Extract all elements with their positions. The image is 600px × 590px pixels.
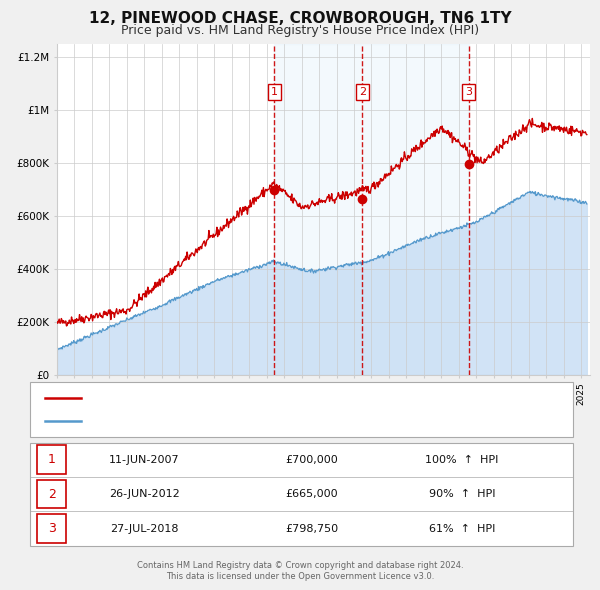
Text: £798,750: £798,750 <box>286 523 338 533</box>
Text: 11-JUN-2007: 11-JUN-2007 <box>109 455 179 465</box>
Text: 2: 2 <box>359 87 366 97</box>
Text: 12, PINEWOOD CHASE, CROWBOROUGH, TN6 1TY: 12, PINEWOOD CHASE, CROWBOROUGH, TN6 1TY <box>89 11 511 25</box>
Text: Contains HM Land Registry data © Crown copyright and database right 2024.
This d: Contains HM Land Registry data © Crown c… <box>137 561 463 581</box>
Text: 3: 3 <box>465 87 472 97</box>
Text: HPI: Average price, detached house, Wealden: HPI: Average price, detached house, Weal… <box>87 417 325 427</box>
Text: 1: 1 <box>271 87 278 97</box>
Text: 27-JUL-2018: 27-JUL-2018 <box>110 523 178 533</box>
Text: Price paid vs. HM Land Registry's House Price Index (HPI): Price paid vs. HM Land Registry's House … <box>121 24 479 37</box>
Text: 61%  ↑  HPI: 61% ↑ HPI <box>429 523 495 533</box>
Text: 3: 3 <box>47 522 56 535</box>
Text: £700,000: £700,000 <box>286 455 338 465</box>
Text: 90%  ↑  HPI: 90% ↑ HPI <box>429 489 495 499</box>
Text: 100%  ↑  HPI: 100% ↑ HPI <box>425 455 499 465</box>
Bar <box>274 44 469 375</box>
Text: 2: 2 <box>47 487 56 501</box>
Text: £665,000: £665,000 <box>286 489 338 499</box>
Text: 26-JUN-2012: 26-JUN-2012 <box>109 489 179 499</box>
Text: 1: 1 <box>47 453 56 466</box>
Text: 12, PINEWOOD CHASE, CROWBOROUGH, TN6 1TY (detached house): 12, PINEWOOD CHASE, CROWBOROUGH, TN6 1TY… <box>87 392 442 402</box>
